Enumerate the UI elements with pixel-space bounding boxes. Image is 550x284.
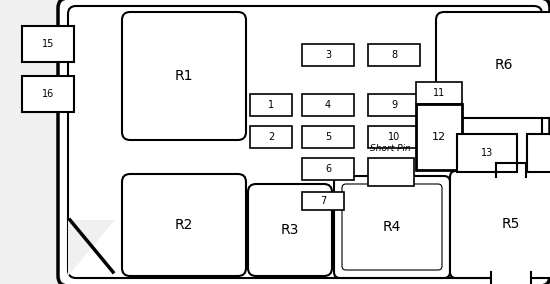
Bar bbox=[302, 158, 354, 180]
Bar bbox=[302, 44, 354, 66]
FancyBboxPatch shape bbox=[436, 12, 550, 118]
Bar bbox=[250, 126, 292, 148]
FancyBboxPatch shape bbox=[68, 6, 542, 278]
Text: 13: 13 bbox=[481, 148, 493, 158]
Text: 2: 2 bbox=[268, 132, 274, 142]
Text: R2: R2 bbox=[175, 218, 193, 232]
Bar bbox=[250, 94, 292, 116]
Bar bbox=[527, 134, 550, 172]
Text: 11: 11 bbox=[433, 88, 445, 98]
Text: 16: 16 bbox=[42, 89, 54, 99]
Text: R4: R4 bbox=[383, 220, 401, 234]
Bar bbox=[368, 44, 420, 66]
FancyBboxPatch shape bbox=[122, 174, 246, 276]
Bar bbox=[496, 163, 526, 179]
Bar bbox=[416, 82, 462, 104]
FancyBboxPatch shape bbox=[248, 184, 332, 276]
Text: 5: 5 bbox=[325, 132, 331, 142]
Text: 9: 9 bbox=[391, 100, 397, 110]
Text: R6: R6 bbox=[495, 58, 513, 72]
Bar bbox=[302, 192, 344, 210]
Text: 10: 10 bbox=[388, 132, 400, 142]
Text: 1: 1 bbox=[268, 100, 274, 110]
Bar bbox=[457, 134, 517, 172]
Bar bbox=[22, 26, 74, 62]
FancyBboxPatch shape bbox=[122, 12, 246, 140]
Bar bbox=[368, 158, 414, 186]
Text: R1: R1 bbox=[175, 69, 193, 83]
Text: R5: R5 bbox=[502, 218, 520, 231]
FancyBboxPatch shape bbox=[450, 171, 550, 278]
Bar bbox=[22, 76, 74, 112]
FancyBboxPatch shape bbox=[334, 176, 450, 278]
FancyBboxPatch shape bbox=[58, 0, 550, 284]
Bar bbox=[302, 94, 354, 116]
Bar bbox=[368, 126, 420, 148]
Polygon shape bbox=[68, 220, 115, 276]
Text: 12: 12 bbox=[432, 132, 446, 142]
Bar bbox=[368, 94, 420, 116]
Bar bbox=[416, 104, 462, 170]
Text: 8: 8 bbox=[391, 50, 397, 60]
Text: 7: 7 bbox=[320, 196, 326, 206]
Text: 4: 4 bbox=[325, 100, 331, 110]
Text: Short Pin: Short Pin bbox=[370, 144, 410, 153]
Text: 15: 15 bbox=[42, 39, 54, 49]
Bar bbox=[302, 126, 354, 148]
Text: 3: 3 bbox=[325, 50, 331, 60]
Text: R3: R3 bbox=[281, 223, 299, 237]
FancyBboxPatch shape bbox=[342, 184, 442, 270]
Text: 6: 6 bbox=[325, 164, 331, 174]
Bar bbox=[491, 270, 531, 284]
